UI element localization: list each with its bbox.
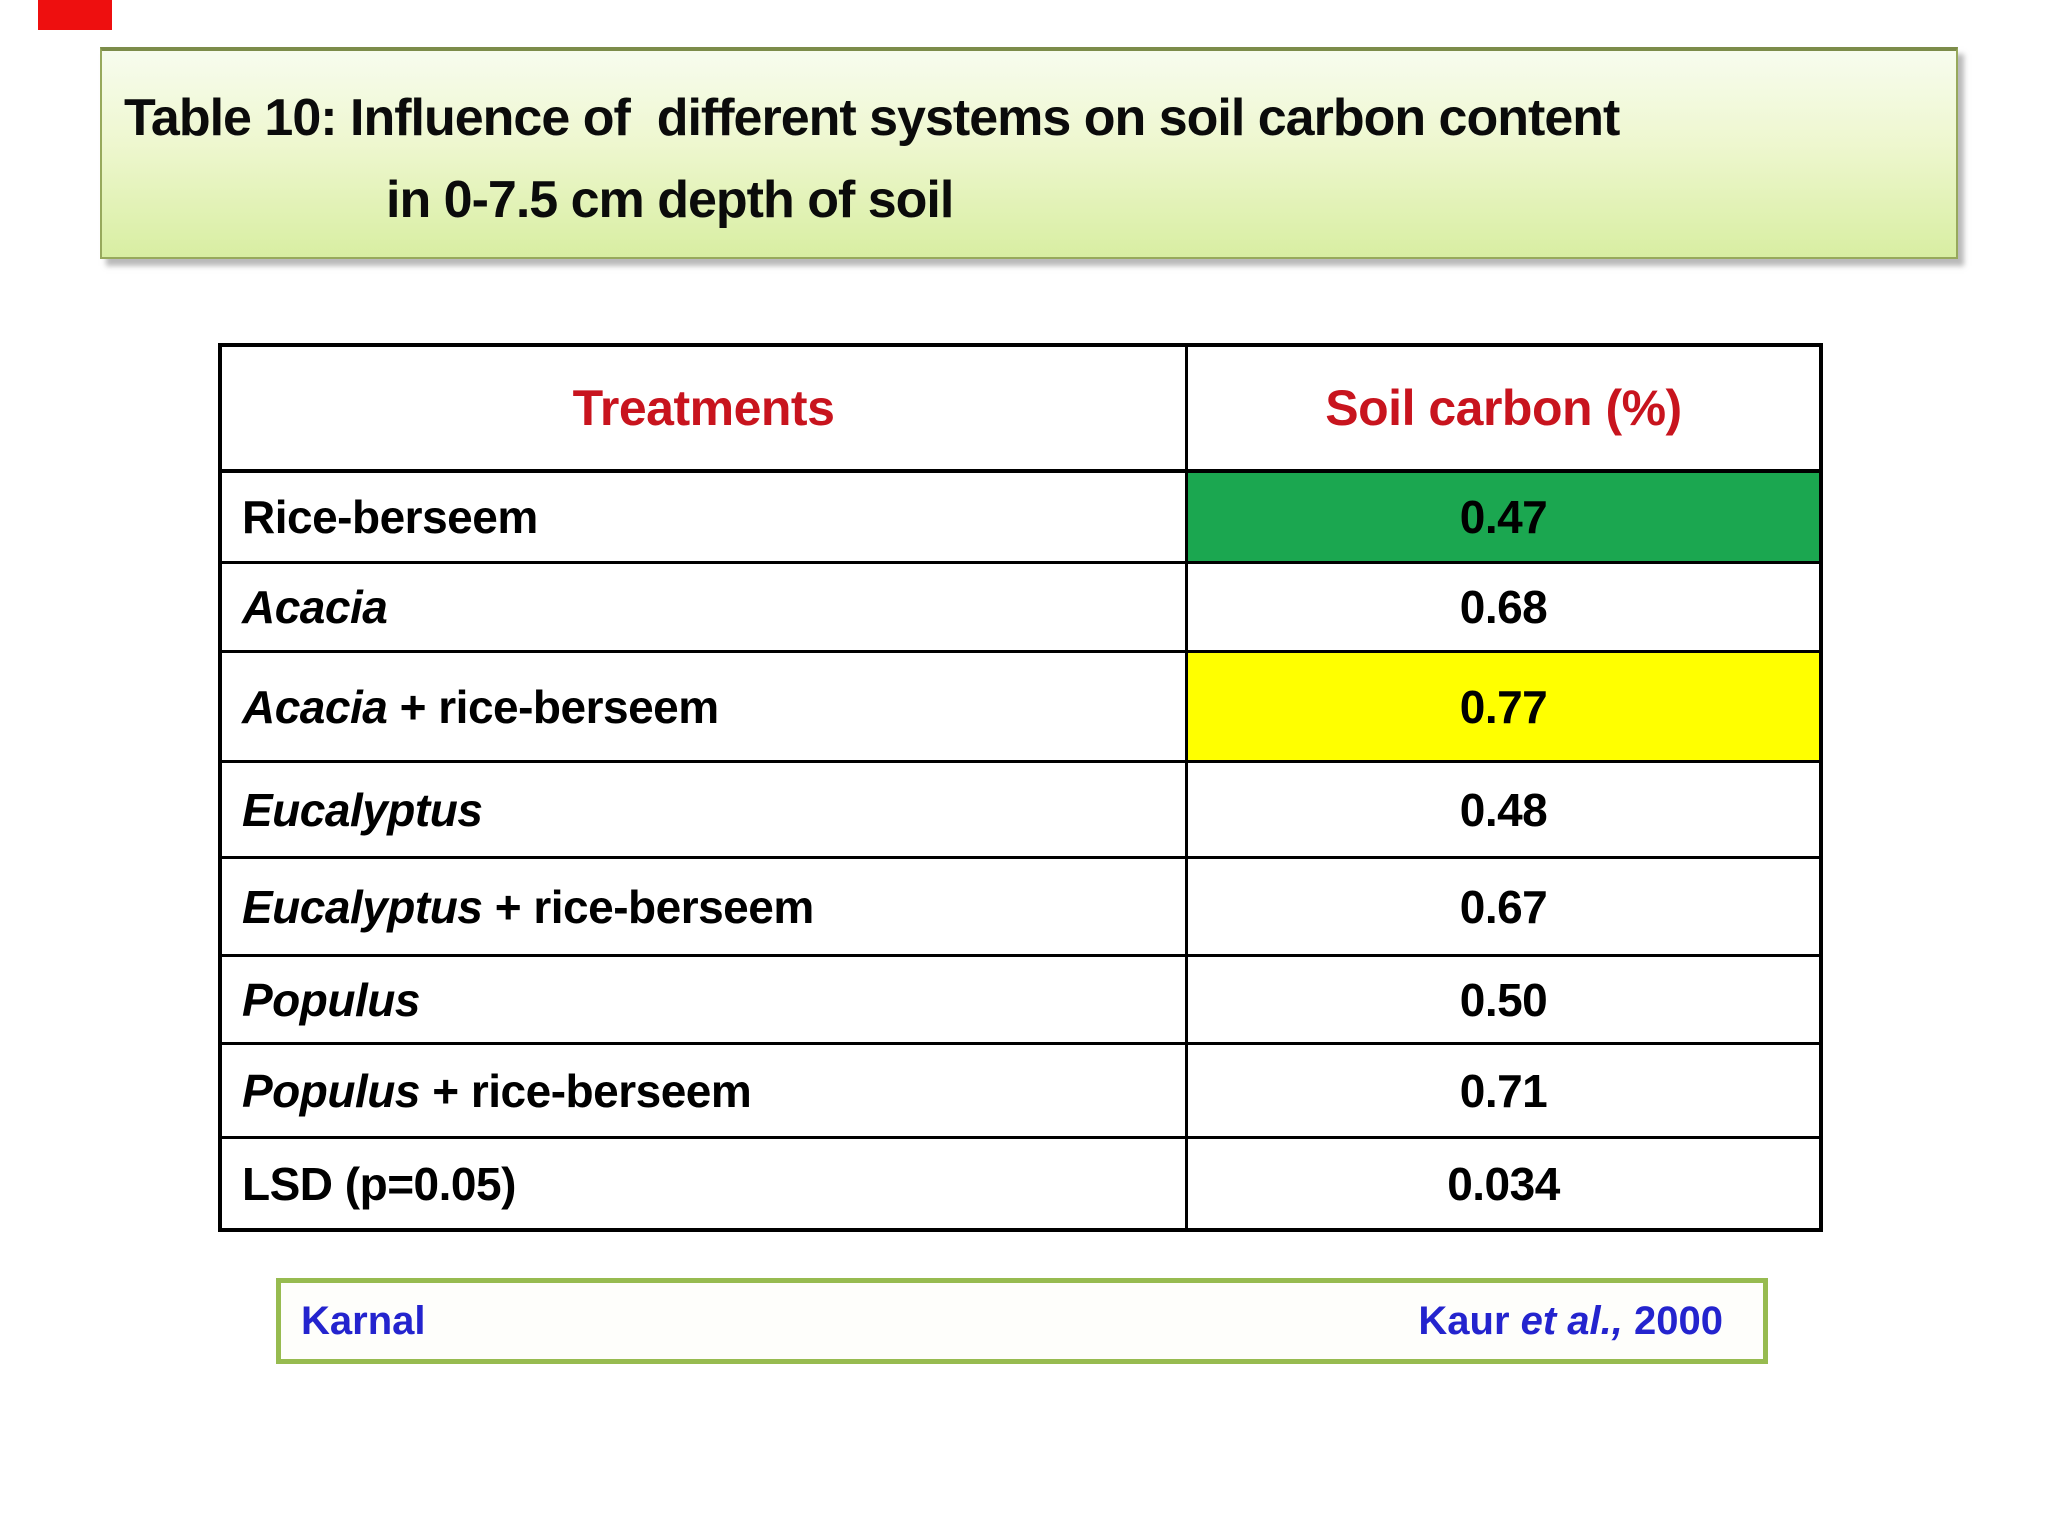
treatment-text: Rice-berseem [242,491,538,543]
value-cell: 0.71 [1459,1064,1548,1117]
table-row: Populus 0.50 [222,954,1819,1042]
treatment-text: + rice-berseem [482,880,815,933]
treatment-cell: Rice-berseem [222,473,1188,561]
treatment-cell: Populus [222,957,1188,1042]
value-cell-highlight-green: 0.47 [1188,473,1819,561]
treatment-genus: Populus [242,1064,420,1117]
title-box: Table 10: Influence of different systems… [100,47,1958,259]
table-row: Acacia + rice-berseem 0.77 [222,650,1819,760]
citation-box: Karnal Kaur et al., 2000 [276,1278,1768,1364]
table-row: Rice-berseem 0.47 [222,469,1819,561]
red-marker [38,0,112,30]
table-row: LSD (p=0.05) 0.034 [222,1136,1819,1228]
table-row: Eucalyptus 0.48 [222,760,1819,856]
treatment-genus: Acacia [242,581,388,633]
treatment-cell: LSD (p=0.05) [222,1139,1188,1228]
treatment-cell: Eucalyptus [222,763,1188,856]
treatment-cell: Acacia + rice-berseem [222,653,1188,760]
citation-author: Kaur [1418,1298,1521,1343]
treatment-genus: Populus [242,973,420,1026]
header-cell-treatments: Treatments [222,347,1188,469]
table-row: Eucalyptus + rice-berseem 0.67 [222,856,1819,954]
citation-reference: Kaur et al., 2000 [1418,1299,1723,1344]
citation-year: 2000 [1622,1298,1723,1343]
treatment-genus: Eucalyptus [242,880,483,933]
header-cell-soil-carbon: Soil carbon (%) [1325,380,1682,436]
value-cell: 0.034 [1447,1157,1560,1210]
table-header-row: Treatments Soil carbon (%) [222,347,1819,469]
value-cell: 0.67 [1459,880,1548,933]
treatment-cell: Eucalyptus + rice-berseem [222,859,1188,954]
table-row: Acacia 0.68 [222,561,1819,650]
treatment-genus: Acacia [242,680,388,733]
treatment-text: + rice-berseem [419,1064,752,1117]
treatment-cell: Populus + rice-berseem [222,1045,1188,1136]
treatments-table: Treatments Soil carbon (%) Rice-berseem … [218,343,1823,1232]
value-cell: 0.68 [1459,581,1548,633]
title-line-1: Table 10: Influence of different systems… [124,89,1620,147]
citation-location: Karnal [301,1298,426,1343]
treatment-cell: Acacia [222,564,1188,650]
value-cell-highlight-yellow: 0.77 [1188,653,1819,760]
treatment-genus: Eucalyptus [242,783,483,836]
treatment-text: + rice-berseem [387,680,720,733]
title-line-2: in 0-7.5 cm depth of soil [386,171,954,229]
value-cell: 0.50 [1459,973,1548,1026]
value-cell: 0.48 [1459,783,1548,836]
citation-etal: et al., [1520,1298,1623,1343]
table-row: Populus + rice-berseem 0.71 [222,1042,1819,1136]
treatment-text: LSD (p=0.05) [242,1157,516,1210]
